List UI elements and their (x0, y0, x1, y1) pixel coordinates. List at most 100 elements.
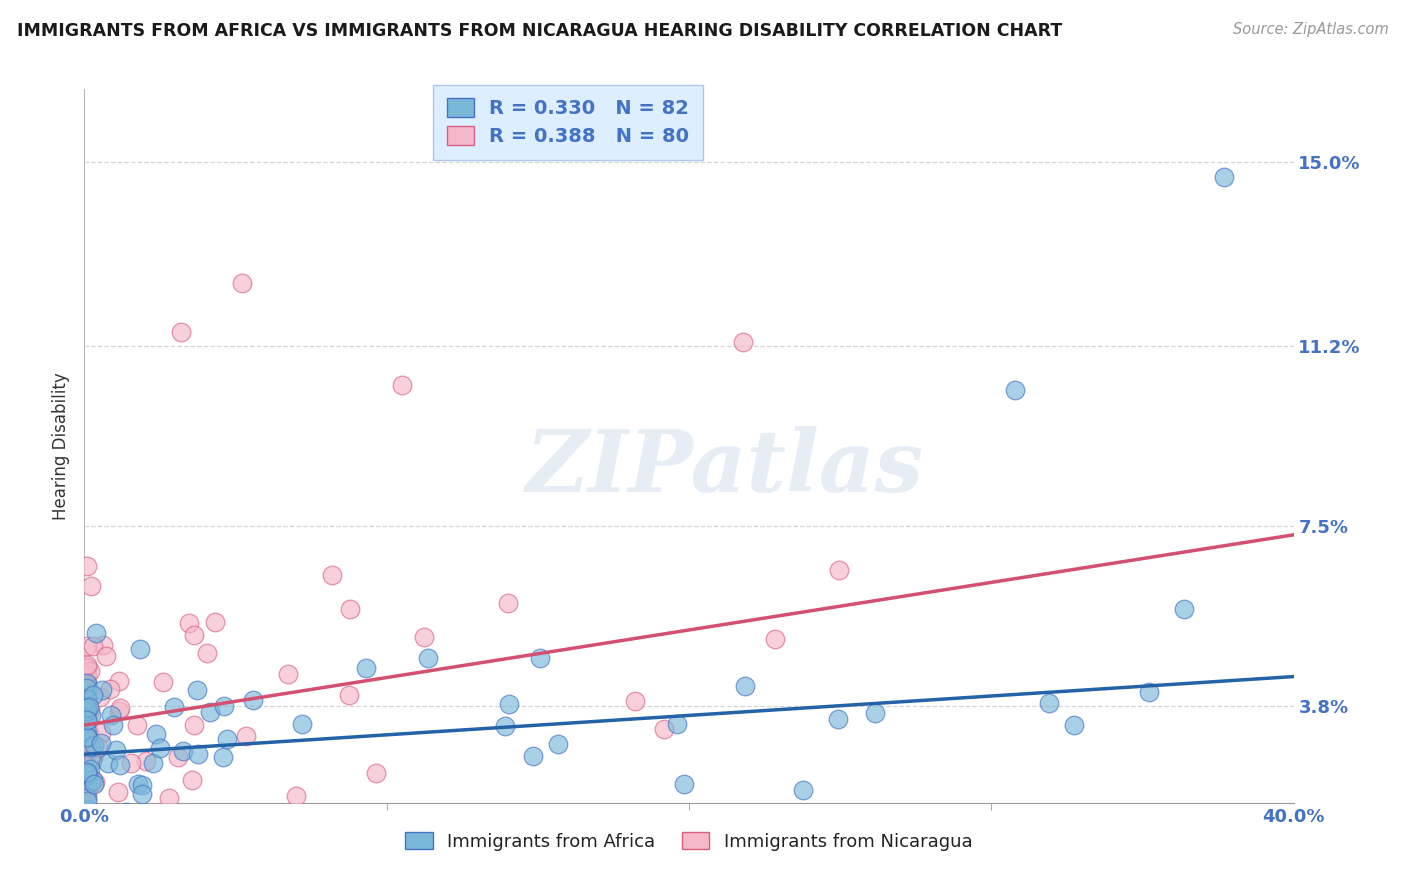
Point (827, 563, 849, 577)
Point (291, 716, 314, 731)
Point (547, 737, 569, 751)
Point (83, 747, 105, 762)
Point (76, 668, 98, 682)
Point (84, 626, 107, 640)
Point (76, 744, 98, 758)
Point (76, 814, 98, 828)
Point (76, 831, 98, 846)
Point (76, 735, 98, 749)
Point (498, 697, 520, 711)
Point (76, 794, 98, 808)
Point (76, 802, 98, 816)
Point (522, 749, 544, 764)
Point (89, 736, 111, 750)
Point (652, 722, 675, 736)
Point (181, 773, 204, 788)
Point (103, 717, 125, 731)
Point (76, 711, 98, 725)
Point (149, 741, 172, 756)
Point (172, 744, 194, 758)
Point (496, 596, 519, 610)
Point (76, 827, 98, 841)
Point (76, 714, 98, 729)
Point (321, 568, 343, 582)
Point (89, 690, 111, 705)
Point (204, 615, 226, 629)
Point (129, 642, 152, 657)
Point (80, 755, 103, 769)
Point (79, 703, 101, 717)
Point (792, 782, 814, 797)
Point (163, 699, 186, 714)
Point (734, 679, 756, 693)
Point (1063, 718, 1085, 732)
Point (76, 790, 98, 805)
Point (76, 764, 98, 779)
Point (212, 698, 235, 713)
Point (177, 615, 200, 630)
Point (76, 835, 98, 849)
Point (84, 775, 107, 789)
Legend: Immigrants from Africa, Immigrants from Nicaragua: Immigrants from Africa, Immigrants from … (398, 825, 980, 858)
Point (391, 378, 413, 392)
Point (152, 675, 174, 690)
Point (82, 688, 104, 702)
Point (77, 699, 100, 714)
Point (83, 738, 105, 752)
Point (127, 777, 149, 791)
Point (658, 821, 681, 835)
Point (672, 777, 695, 791)
Point (76, 558, 98, 573)
Point (83, 777, 105, 791)
Point (763, 632, 786, 647)
Point (1213, 169, 1236, 184)
Text: IMMIGRANTS FROM AFRICA VS IMMIGRANTS FROM NICARAGUA HEARING DISABILITY CORRELATI: IMMIGRANTS FROM AFRICA VS IMMIGRANTS FRO… (17, 22, 1062, 40)
Point (76, 764, 98, 779)
Point (277, 666, 299, 681)
Point (76, 676, 98, 690)
Point (1038, 696, 1060, 710)
Point (108, 757, 131, 772)
Point (91, 683, 114, 698)
Point (76, 747, 98, 761)
Point (76, 678, 98, 692)
Point (90, 824, 112, 838)
Point (76, 711, 98, 725)
Point (100, 708, 122, 723)
Point (212, 749, 235, 764)
Point (416, 651, 439, 665)
Point (77, 768, 100, 782)
Point (235, 729, 257, 743)
Point (827, 712, 849, 726)
Point (76, 701, 98, 715)
Point (76, 761, 98, 775)
Point (76, 681, 98, 695)
Point (529, 651, 551, 665)
Point (186, 683, 208, 698)
Point (187, 747, 209, 762)
Point (242, 693, 264, 707)
Point (108, 701, 131, 715)
Point (76, 786, 98, 800)
Point (108, 673, 131, 688)
Point (76, 660, 98, 674)
Point (413, 630, 436, 644)
Point (863, 706, 886, 721)
Point (167, 750, 190, 764)
Point (76, 682, 98, 697)
Point (76, 779, 98, 793)
Point (157, 790, 180, 805)
Point (170, 325, 193, 339)
Point (665, 717, 688, 731)
Point (97, 756, 120, 770)
Point (337, 689, 360, 703)
Point (76, 778, 98, 792)
Point (76, 676, 98, 690)
Point (77, 835, 100, 849)
Point (217, 732, 239, 747)
Y-axis label: Hearing Disability: Hearing Disability (52, 372, 70, 520)
Point (80, 774, 103, 789)
Point (82, 639, 104, 653)
Point (91, 638, 114, 652)
Point (120, 756, 142, 770)
